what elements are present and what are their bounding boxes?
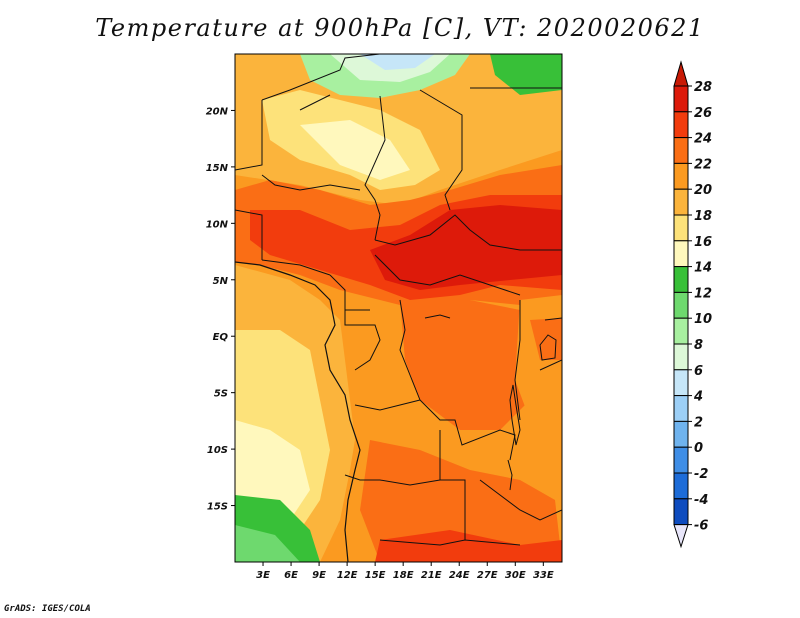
lat-tick-label: 15N — [206, 163, 229, 174]
lat-tick-label: 10N — [206, 219, 229, 230]
colorbar-label: 12 — [694, 286, 712, 301]
colorbar-label: 24 — [694, 132, 712, 147]
colorbar-label: 4 — [693, 390, 703, 405]
lon-tick-label: 18E — [393, 570, 414, 581]
colorbar-label: 2 — [694, 415, 703, 430]
colorbar-label: -6 — [694, 519, 708, 534]
lon-tick-label: 15E — [365, 570, 386, 581]
lon-tick-label: 9E — [312, 570, 326, 581]
colorbar-swatch — [673, 291, 689, 319]
temperature-field — [235, 54, 562, 562]
country-borders — [235, 54, 562, 546]
colorbar-swatch — [673, 472, 689, 500]
lakes — [424, 314, 557, 491]
lon-tick-label: 27E — [477, 570, 498, 581]
lon-tick-label: 6E — [284, 570, 298, 581]
colorbar-label: 14 — [694, 261, 712, 276]
colorbar-swatch — [673, 214, 689, 242]
colorbar-label: -2 — [694, 467, 708, 482]
colorbar-top-arrow — [673, 60, 689, 87]
colorbar-label: 20 — [694, 183, 712, 198]
lon-tick-label: 24E — [449, 570, 470, 581]
latitude-axis: 20N 15N 10N 5N EQ 5S 10S 15S — [206, 106, 235, 513]
colorbar-swatch — [673, 369, 689, 397]
colorbar-swatch — [673, 162, 689, 190]
colorbar-swatch — [673, 137, 689, 164]
colorbar-label: 18 — [694, 209, 712, 224]
lat-tick-label: 5N — [213, 276, 229, 287]
lat-tick-label: 15S — [207, 502, 228, 513]
lon-tick-label: 12E — [337, 570, 358, 581]
colorbar-swatch — [673, 111, 689, 139]
colorbar-swatch — [673, 395, 689, 422]
lat-tick-label: EQ — [213, 332, 229, 343]
colorbar-label: 28 — [694, 80, 712, 95]
lon-tick-label: 33E — [533, 570, 554, 581]
colorbar-label: 22 — [694, 157, 712, 172]
colorbar-label: 10 — [694, 312, 712, 327]
colorbar-label: 6 — [694, 364, 703, 379]
colorbar-swatch — [673, 498, 689, 526]
colorbar-swatch — [673, 240, 689, 268]
colorbar-swatch — [673, 420, 689, 448]
colorbar-label: 26 — [694, 106, 712, 121]
colorbar-swatch — [673, 317, 689, 345]
colorbar-swatch — [673, 266, 689, 293]
coastline — [235, 261, 361, 562]
grads-credit: GrADS: IGES/COLA — [4, 604, 91, 614]
longitude-axis: 3E 6E 9E 12E 15E 18E 21E 24E 27E 30E 33E — [256, 562, 554, 581]
colorbar-bottom-arrow — [673, 524, 689, 549]
lat-tick-label: 20N — [206, 106, 229, 117]
map-title: Temperature at 900hPa [C], VT: 202002062… — [95, 14, 705, 42]
colorbar-swatch — [673, 446, 689, 474]
colorbar-label: 16 — [694, 235, 712, 250]
lat-tick-label: 10S — [207, 445, 228, 456]
colorbar-label: 8 — [694, 338, 703, 353]
lat-tick-label: 5S — [214, 389, 228, 400]
colorbar-swatch — [673, 343, 689, 371]
lon-tick-label: 30E — [505, 570, 526, 581]
lon-tick-label: 3E — [256, 570, 270, 581]
colorbar-label: 0 — [694, 441, 703, 456]
lon-tick-label: 21E — [421, 570, 442, 581]
colorbar-swatch — [673, 85, 689, 113]
map-frame — [234, 53, 563, 563]
colorbar-swatch — [673, 188, 689, 216]
colorbar-label: -4 — [694, 493, 708, 508]
